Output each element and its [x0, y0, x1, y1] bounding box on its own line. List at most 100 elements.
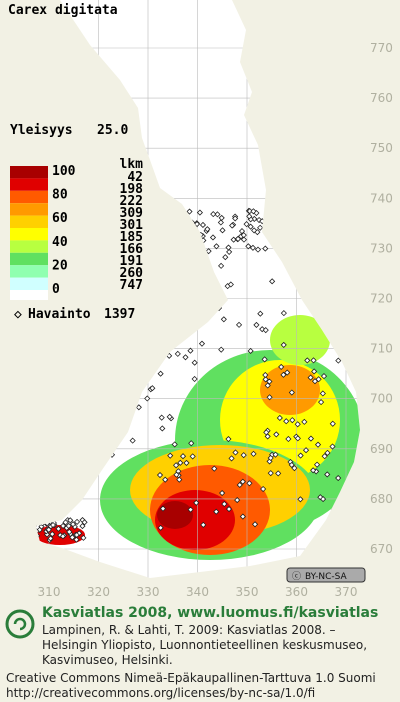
observation-dot	[226, 248, 233, 255]
observation-dot	[267, 454, 274, 462]
area-fill	[157, 501, 193, 529]
legend-swatch	[10, 290, 48, 300]
easting-label: 340	[186, 585, 209, 599]
observation-dot	[259, 326, 266, 333]
observation-dot	[245, 243, 252, 250]
observation-dot	[213, 508, 220, 515]
observation-dot	[297, 452, 304, 459]
observation-symbol: ◇	[14, 307, 22, 322]
easting-label: 360	[285, 585, 308, 599]
observation-dot	[199, 221, 207, 229]
observation-dot	[38, 523, 45, 530]
observation-dot	[217, 219, 224, 226]
observation-dot	[266, 378, 273, 385]
observation-dot	[236, 481, 243, 489]
legend-count: 301	[120, 218, 144, 233]
observation-dot	[243, 221, 250, 228]
logo	[5, 609, 35, 639]
observation-dot	[65, 522, 72, 529]
observation-dot	[60, 522, 67, 529]
observation-dot	[59, 533, 67, 540]
observation-dot	[167, 452, 174, 459]
observation-dot	[335, 474, 342, 482]
observation-dot	[188, 440, 195, 447]
observation-dot	[49, 531, 56, 538]
observation-dot	[246, 480, 253, 487]
northing-label: 710	[370, 342, 393, 356]
citation-line: Helsingin Yliopisto, Luonnontieteellinen…	[42, 638, 367, 652]
observation-dot	[280, 341, 287, 348]
observation-dot	[219, 227, 226, 234]
observation-dot	[318, 399, 325, 406]
observation-dot	[179, 453, 187, 460]
legend-count: 222	[120, 194, 143, 209]
footer-heading: Kasviatlas 2008, www.luomus.fi/kasviatla…	[42, 605, 378, 621]
license-badge-text: BY-NC-SA	[305, 572, 348, 582]
observation-dot	[310, 357, 317, 364]
northing-label: 670	[370, 542, 393, 556]
observation-dot	[280, 371, 287, 378]
legend-level: 0	[52, 282, 60, 297]
observation-dot	[219, 489, 226, 497]
observation-dot	[273, 431, 280, 438]
observation-dot	[275, 470, 282, 477]
legend-level: 20	[52, 258, 68, 273]
easting-label: 370	[335, 585, 358, 599]
legend-level: 60	[52, 211, 68, 226]
observation-dot	[221, 500, 228, 508]
observation-dot	[262, 245, 269, 252]
observation-dot	[156, 471, 164, 479]
observation-dot	[247, 223, 254, 230]
observation-dot	[173, 471, 180, 478]
legend-swatch	[10, 166, 48, 179]
observation-dot	[157, 370, 164, 377]
northing-label: 730	[370, 241, 393, 255]
observation-dot	[67, 517, 74, 524]
observation-dot	[81, 519, 88, 526]
observation-dot	[225, 506, 233, 513]
observation-dot	[173, 462, 180, 469]
observation-dot	[229, 222, 236, 229]
northing-label: 740	[370, 191, 393, 205]
observation-dot	[317, 494, 324, 501]
observation-dot	[262, 327, 269, 334]
count-header: lkm	[120, 157, 144, 172]
observation-dot	[278, 363, 285, 371]
legend-count: 198	[120, 182, 144, 197]
legend-level: 40	[52, 235, 68, 250]
observation-dot	[225, 435, 232, 443]
citation-line: Kasvimuseo, Helsinki.	[42, 653, 173, 667]
observation-dot	[69, 521, 77, 528]
license-line: http://creativecommons.org/licenses/by-n…	[6, 686, 315, 700]
observation-dot	[284, 369, 291, 376]
northing-label: 690	[370, 442, 393, 456]
northing-label: 760	[370, 91, 393, 105]
observation-dot	[66, 528, 73, 535]
observation-label: Havainto	[28, 307, 91, 322]
observation-dot	[288, 389, 295, 396]
frequency-value: 25.0	[97, 123, 128, 138]
observation-dot	[187, 506, 194, 513]
observation-dot	[324, 471, 331, 478]
frequency-label: Yleisyys	[10, 123, 73, 138]
observation-dot	[62, 519, 69, 526]
observation-dot	[234, 235, 242, 243]
observation-dot	[193, 221, 201, 228]
observation-dot	[235, 321, 243, 328]
observation-dot	[174, 350, 181, 357]
observation-dot	[234, 497, 241, 504]
observation-dot	[187, 347, 194, 354]
easting-label: 320	[87, 585, 110, 599]
observation-dot	[218, 346, 225, 353]
observation-dot	[335, 357, 342, 364]
observation-dot	[149, 385, 156, 392]
observation-dot	[247, 347, 254, 355]
observation-dot	[177, 459, 184, 466]
observation-dot	[289, 417, 296, 424]
observation-dot	[267, 470, 274, 477]
northing-label: 700	[370, 392, 393, 406]
observation-dot	[315, 376, 322, 383]
license-line: Creative Commons Nimeä-Epäkaupallinen-Ta…	[6, 671, 376, 685]
legend-count: 260	[120, 266, 144, 281]
observation-dot	[329, 443, 336, 450]
